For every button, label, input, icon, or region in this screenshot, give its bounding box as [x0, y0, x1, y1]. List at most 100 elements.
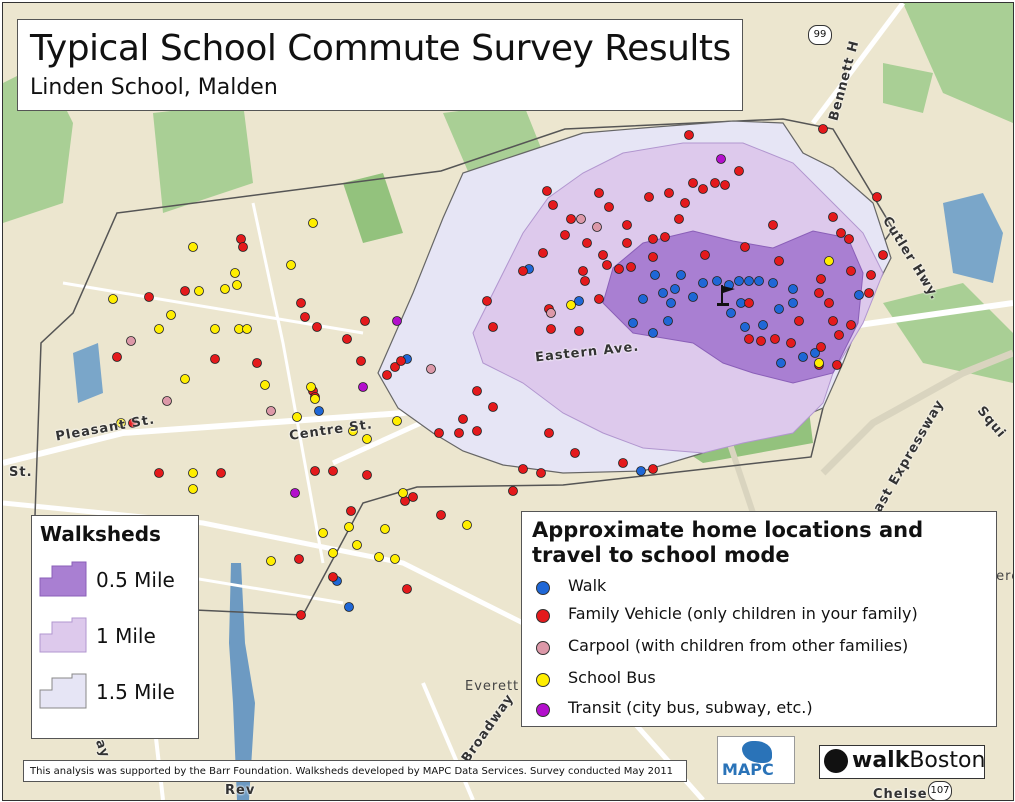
- family-vehicle-point-marker: [602, 260, 612, 270]
- family-vehicle-point-marker: [648, 234, 658, 244]
- rev-label: Rev: [225, 783, 256, 798]
- family-vehicle-point-marker: [518, 266, 528, 276]
- family-vehicle-point-marker: [866, 270, 876, 280]
- school-bus-point-marker: [292, 412, 302, 422]
- legend-label-walk: Walk: [568, 576, 607, 595]
- school-bus-point-marker: [374, 552, 384, 562]
- walkshed-item-0-5: 0.5 Mile: [38, 560, 188, 600]
- walk-point-marker: [698, 278, 708, 288]
- credit-text: This analysis was supported by the Barr …: [23, 760, 687, 782]
- family-vehicle-point-marker: [542, 186, 552, 196]
- family-vehicle-point-marker: [472, 426, 482, 436]
- family-vehicle-point-marker: [570, 448, 580, 458]
- family-vehicle-point-marker: [700, 250, 710, 260]
- family-vehicle-point-marker: [614, 264, 624, 274]
- family-vehicle-point-marker: [816, 342, 826, 352]
- legend-label-family-vehicle: Family Vehicle (only children in your fa…: [568, 604, 918, 623]
- walk-point-marker: [776, 358, 786, 368]
- school-bus-point-marker: [260, 380, 270, 390]
- family-vehicle-point-marker: [112, 352, 122, 362]
- family-vehicle-point-marker: [144, 292, 154, 302]
- family-vehicle-dot-icon: [536, 609, 550, 623]
- school-bus-point-marker: [310, 394, 320, 404]
- family-vehicle-point-marker: [660, 232, 670, 242]
- family-vehicle-point-marker: [238, 242, 248, 252]
- family-vehicle-point-marker: [756, 336, 766, 346]
- mapc-logo: MAPC: [717, 736, 795, 784]
- family-vehicle-point-marker: [836, 228, 846, 238]
- school-bus-dot-icon: [536, 673, 550, 687]
- school-bus-point-marker: [286, 260, 296, 270]
- family-vehicle-point-marker: [560, 230, 570, 240]
- walkshed-item-1-5: 1.5 Mile: [38, 672, 188, 712]
- family-vehicle-point-marker: [698, 184, 708, 194]
- family-vehicle-point-marker: [832, 360, 842, 370]
- school-bus-point-marker: [194, 286, 204, 296]
- family-vehicle-point-marker: [310, 466, 320, 476]
- family-vehicle-point-marker: [816, 274, 826, 284]
- family-vehicle-point-marker: [744, 334, 754, 344]
- family-vehicle-point-marker: [488, 322, 498, 332]
- walk-point-marker: [650, 270, 660, 280]
- school-bus-point-marker: [392, 416, 402, 426]
- survey-points-layer: [108, 124, 888, 620]
- family-vehicle-point-marker: [296, 298, 306, 308]
- walk-point-marker: [774, 304, 784, 314]
- family-vehicle-point-marker: [296, 610, 306, 620]
- school-bus-point-marker: [116, 418, 126, 428]
- walk-point-marker: [810, 348, 820, 358]
- walker-icon: [824, 749, 848, 773]
- walkshed-layer: [377, 120, 892, 474]
- family-vehicle-point-marker: [846, 320, 856, 330]
- family-vehicle-point-marker: [458, 414, 468, 424]
- legend-label-school-bus: School Bus: [568, 668, 656, 687]
- family-vehicle-point-marker: [434, 428, 444, 438]
- family-vehicle-point-marker: [154, 468, 164, 478]
- family-vehicle-point-marker: [814, 288, 824, 298]
- school-bus-point-marker: [462, 520, 472, 530]
- mapc-logo-icon: [742, 741, 772, 763]
- route-107-shield-icon: 107: [928, 781, 952, 800]
- family-vehicle-point-marker: [582, 238, 592, 248]
- transit-point-marker: [358, 382, 368, 392]
- family-vehicle-point-marker: [794, 316, 804, 326]
- family-vehicle-point-marker: [720, 180, 730, 190]
- family-vehicle-point-marker: [300, 312, 310, 322]
- walkshed-swatch-0-5: [38, 560, 88, 600]
- st-label: St.: [9, 465, 33, 480]
- family-vehicle-point-marker: [180, 286, 190, 296]
- walk-point-marker: [658, 288, 668, 298]
- walk-point-marker: [726, 308, 736, 318]
- carpool-point-marker: [426, 364, 436, 374]
- family-vehicle-point-marker: [210, 354, 220, 364]
- carpool-dot-icon: [536, 641, 550, 655]
- family-vehicle-point-marker: [622, 238, 632, 248]
- map-title: Typical School Commute Survey Results: [30, 28, 731, 69]
- family-vehicle-point-marker: [664, 188, 674, 198]
- family-vehicle-point-marker: [546, 324, 556, 334]
- school-bus-point-marker: [348, 426, 358, 436]
- walk-point-marker: [574, 296, 584, 306]
- walk-point-marker: [628, 318, 638, 328]
- family-vehicle-point-marker: [294, 554, 304, 564]
- family-vehicle-point-marker: [342, 334, 352, 344]
- transit-point-marker: [716, 154, 726, 164]
- family-vehicle-point-marker: [846, 266, 856, 276]
- walk-point-marker: [636, 466, 646, 476]
- route-99-shield-icon: 99: [808, 25, 832, 45]
- family-vehicle-point-marker: [356, 356, 366, 366]
- school-bus-point-marker: [380, 524, 390, 534]
- walk-point-marker: [754, 276, 764, 286]
- family-vehicle-point-marker: [864, 288, 874, 298]
- family-vehicle-point-marker: [872, 192, 882, 202]
- school-flag-icon: [715, 283, 739, 307]
- school-bus-point-marker: [352, 540, 362, 550]
- walk-point-marker: [638, 294, 648, 304]
- walk-point-marker: [676, 270, 686, 280]
- family-vehicle-point-marker: [328, 572, 338, 582]
- school-bus-point-marker: [328, 548, 338, 558]
- walk-point-marker: [314, 406, 324, 416]
- walk-point-marker: [663, 316, 673, 326]
- school-bus-point-marker: [344, 522, 354, 532]
